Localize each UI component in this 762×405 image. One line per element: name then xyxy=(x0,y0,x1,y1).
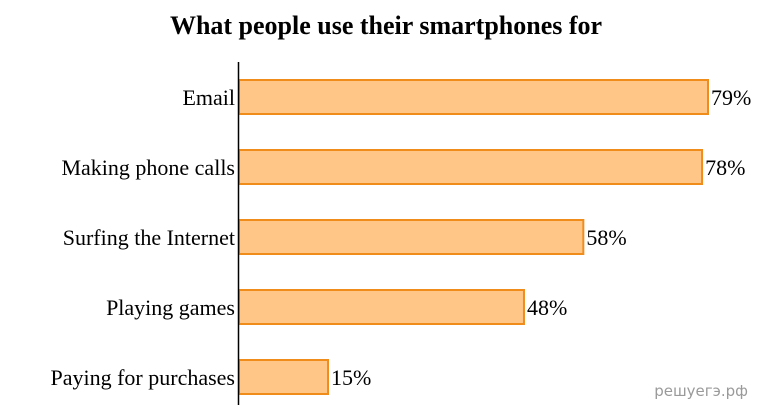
category-label: Email xyxy=(182,85,235,110)
value-label: 79% xyxy=(711,85,751,110)
category-label: Playing games xyxy=(106,295,235,320)
bars-layer: Email 79% Making phone calls 78% Surfing the… xyxy=(50,79,751,395)
category-label: Paying for purchases xyxy=(50,365,235,390)
bar xyxy=(238,289,525,325)
category-label: Surfing the Internet xyxy=(63,225,235,250)
bar xyxy=(238,149,704,185)
chart-title: What people use their smartphones for xyxy=(170,11,602,40)
category-label: Making phone calls xyxy=(61,155,235,180)
value-label: 78% xyxy=(705,155,745,180)
watermark-text: решуегэ.рф xyxy=(654,382,748,400)
value-label: 15% xyxy=(331,365,371,390)
bar xyxy=(238,219,585,255)
value-label: 58% xyxy=(586,225,626,250)
bar xyxy=(238,359,330,395)
bar xyxy=(238,79,709,115)
value-label: 48% xyxy=(527,295,567,320)
